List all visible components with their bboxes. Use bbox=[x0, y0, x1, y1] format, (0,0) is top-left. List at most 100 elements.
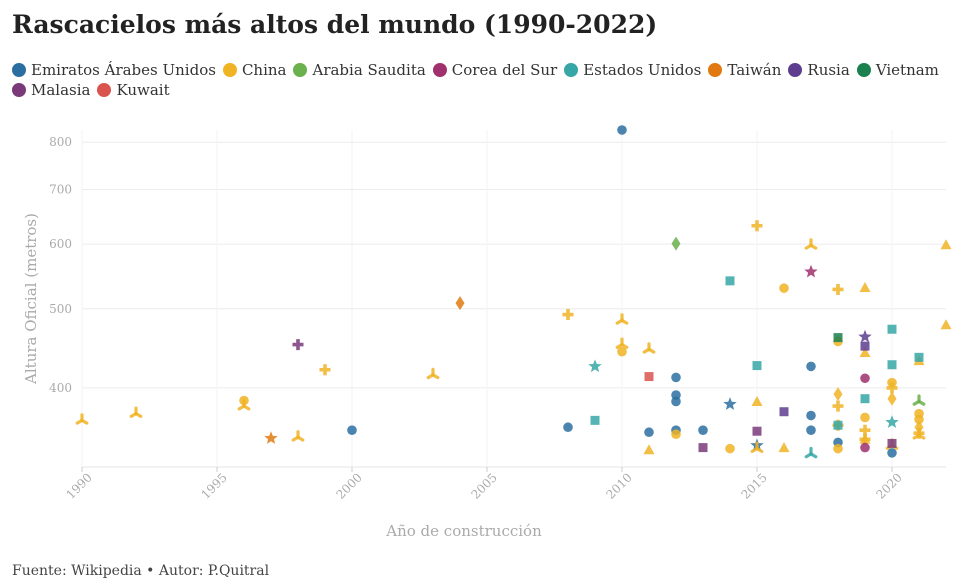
data-point bbox=[643, 444, 655, 455]
legend: Emiratos Árabes Unidos China Arabia Saudit… bbox=[12, 60, 962, 100]
data-point bbox=[887, 438, 897, 448]
data-point bbox=[291, 430, 305, 442]
legend-item[interactable]: China bbox=[222, 60, 287, 80]
legend-item[interactable]: Rusia bbox=[788, 60, 850, 80]
data-point bbox=[779, 283, 789, 293]
legend-swatch bbox=[708, 63, 723, 77]
data-point bbox=[725, 276, 735, 286]
x-tick-label: 2015 bbox=[738, 470, 769, 501]
legend-label: Emiratos Árabes Unidos bbox=[31, 61, 216, 79]
legend-label: Kuwait bbox=[116, 81, 170, 99]
data-point bbox=[751, 395, 763, 406]
legend-item[interactable]: Arabia Saudita bbox=[293, 60, 426, 80]
data-point bbox=[912, 394, 926, 406]
legend-label: Estados Unidos bbox=[583, 61, 702, 79]
data-point bbox=[860, 341, 870, 351]
data-point bbox=[642, 342, 656, 354]
chart-title: Rascacielos más altos del mundo (1990-20… bbox=[12, 10, 658, 39]
data-point bbox=[129, 406, 143, 418]
y-tick-label: 800 bbox=[49, 135, 72, 149]
x-tick-label: 2010 bbox=[603, 470, 634, 501]
data-point bbox=[860, 442, 870, 453]
data-point bbox=[751, 220, 763, 232]
data-point bbox=[806, 425, 816, 436]
legend-label: Malasia bbox=[31, 81, 91, 99]
data-point bbox=[615, 337, 629, 349]
data-point bbox=[319, 364, 331, 376]
y-tick-label: 500 bbox=[49, 302, 72, 316]
legend-item[interactable]: Estados Unidos bbox=[564, 60, 701, 80]
x-tick-label: 2000 bbox=[333, 470, 364, 501]
data-point bbox=[426, 367, 440, 380]
legend-item[interactable]: Corea del Sur bbox=[432, 60, 558, 80]
data-point bbox=[292, 339, 304, 351]
data-point bbox=[833, 420, 843, 430]
data-point bbox=[886, 382, 898, 394]
data-point bbox=[779, 407, 789, 417]
data-point bbox=[858, 329, 872, 343]
legend-item[interactable]: Kuwait bbox=[97, 80, 170, 100]
y-tick-label: 400 bbox=[49, 381, 72, 395]
legend-swatch bbox=[12, 83, 26, 97]
data-point bbox=[832, 400, 844, 412]
data-point bbox=[859, 347, 871, 358]
data-point bbox=[590, 415, 600, 425]
legend-swatch bbox=[856, 63, 871, 77]
data-point bbox=[725, 443, 735, 454]
legend-label: China bbox=[241, 61, 287, 79]
y-axis-label: Altura Oficial (metros) bbox=[22, 213, 40, 385]
data-point bbox=[914, 420, 924, 435]
data-point bbox=[887, 324, 897, 334]
legend-swatch bbox=[222, 63, 237, 77]
y-tick-label: 600 bbox=[49, 237, 72, 251]
data-point bbox=[887, 377, 897, 388]
data-point bbox=[752, 361, 762, 371]
legend-item[interactable]: Vietnam bbox=[856, 60, 939, 80]
data-point bbox=[644, 372, 654, 382]
legend-label: Corea del Sur bbox=[451, 61, 558, 79]
data-point bbox=[750, 441, 764, 454]
data-point bbox=[887, 391, 897, 406]
legend-swatch bbox=[97, 83, 112, 97]
data-point bbox=[833, 387, 843, 402]
legend-label: Rusia bbox=[807, 61, 850, 79]
data-point bbox=[832, 283, 844, 295]
data-point bbox=[804, 446, 818, 459]
x-axis-label: Año de construcción bbox=[385, 522, 542, 540]
data-point bbox=[723, 397, 737, 410]
x-tick-label: 1990 bbox=[63, 470, 94, 501]
data-point bbox=[617, 125, 627, 135]
data-point bbox=[860, 373, 870, 384]
x-tick-label: 2020 bbox=[873, 470, 904, 501]
data-point bbox=[698, 425, 708, 436]
data-point bbox=[859, 424, 871, 436]
legend-item[interactable]: Emiratos Árabes Unidos bbox=[12, 60, 216, 80]
data-point bbox=[914, 352, 924, 362]
y-tick-label: 700 bbox=[49, 183, 72, 197]
data-point bbox=[671, 372, 681, 383]
footer-source: Fuente: Wikipedia • Autor: P.Quitral bbox=[12, 563, 270, 579]
data-point bbox=[887, 360, 897, 370]
legend-item[interactable]: Taiwán bbox=[708, 60, 781, 80]
data-point bbox=[75, 413, 89, 425]
data-point bbox=[804, 264, 818, 278]
data-point bbox=[914, 414, 924, 425]
legend-swatch bbox=[12, 63, 26, 77]
legend-swatch bbox=[293, 63, 308, 77]
legend-label: Arabia Saudita bbox=[312, 61, 426, 79]
legend-item[interactable]: Malasia bbox=[12, 80, 90, 100]
legend-swatch bbox=[788, 63, 803, 77]
data-point bbox=[940, 319, 952, 330]
data-point bbox=[806, 361, 816, 372]
data-point bbox=[804, 238, 818, 250]
data-point bbox=[887, 448, 897, 458]
data-point bbox=[562, 309, 574, 321]
data-point bbox=[588, 359, 602, 373]
x-tick-label: 2005 bbox=[468, 470, 499, 501]
data-point bbox=[671, 396, 681, 407]
data-point bbox=[698, 443, 708, 453]
data-point bbox=[264, 431, 278, 444]
data-point bbox=[644, 427, 654, 438]
data-point bbox=[860, 394, 870, 404]
data-point bbox=[778, 442, 790, 453]
